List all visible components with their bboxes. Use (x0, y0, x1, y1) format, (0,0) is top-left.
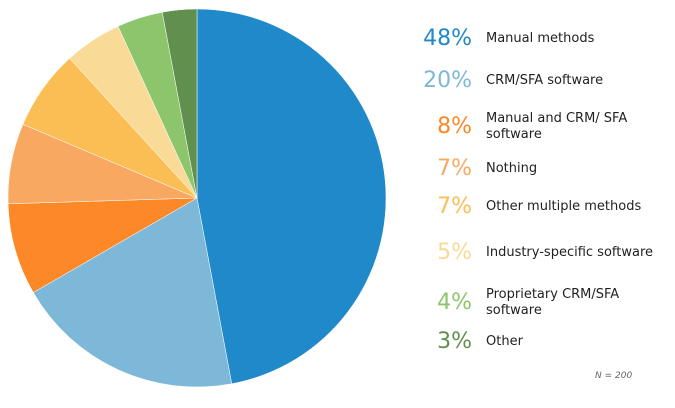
pie-slice-3 (7, 197, 198, 293)
legend-item: 4% Proprietary CRM/SFA software (414, 287, 674, 319)
legend-label: Nothing (486, 161, 538, 176)
legend-percent: 3% (437, 329, 472, 354)
legend-percent: 7% (437, 194, 472, 219)
pie-slice-1 (196, 8, 387, 385)
pie-chart (7, 8, 387, 388)
pie-slice-8 (161, 8, 198, 199)
legend-item: 7% Other multiple methods (414, 195, 674, 219)
legend-label: Other multiple methods (486, 199, 642, 214)
legend-label: Industry-specific software (486, 245, 654, 260)
legend-percent: 5% (437, 240, 472, 265)
legend-item: 48% Manual methods (414, 27, 674, 51)
legend-label: Manual methods (486, 31, 595, 46)
legend-percent: 7% (437, 156, 472, 181)
legend-label: Other (486, 334, 523, 349)
sample-size-note: N = 200 (595, 371, 633, 381)
legend-item: 3% Other (414, 330, 674, 354)
legend-item: 20% CRM/SFA software (414, 69, 674, 93)
legend-label: Manual and CRM/ SFA software (486, 111, 628, 142)
legend-percent: 4% (437, 290, 472, 315)
pie-slice-2 (32, 197, 233, 388)
legend-percent: 8% (437, 114, 472, 139)
legend-label: Proprietary CRM/SFA software (486, 287, 620, 318)
legend-percent: 48% (423, 26, 472, 51)
legend-percent: 20% (423, 68, 472, 93)
legend-item: 8% Manual and CRM/ SFA software (414, 111, 674, 143)
legend-label: CRM/SFA software (486, 73, 604, 88)
legend-item: 7% Nothing (414, 157, 674, 181)
legend-item: 5% Industry-specific software (414, 241, 674, 265)
